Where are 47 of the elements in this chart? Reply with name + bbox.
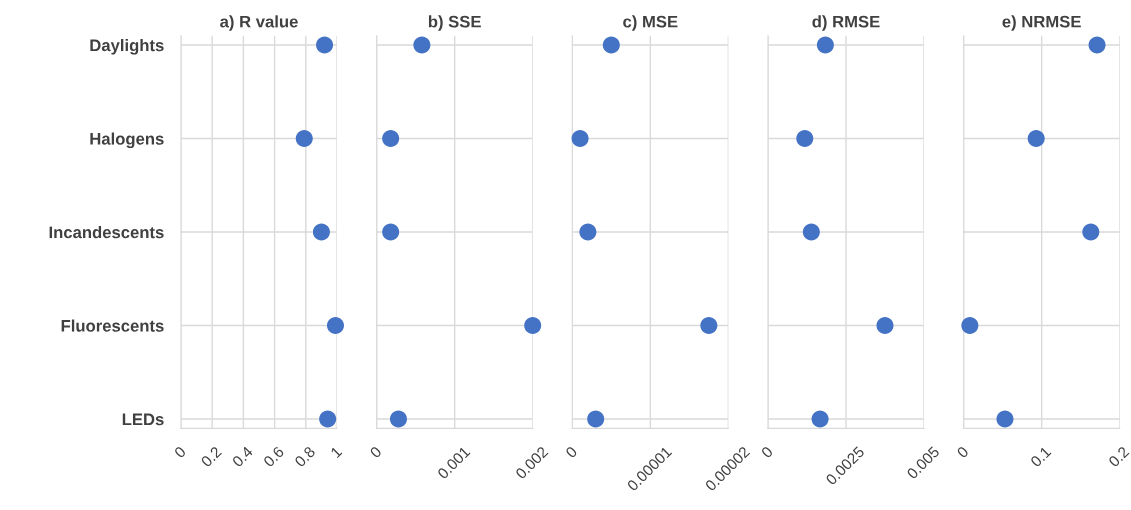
point bbox=[382, 130, 400, 148]
point bbox=[587, 410, 605, 428]
x-tick-label: 0.2 bbox=[1107, 445, 1130, 468]
point bbox=[802, 223, 820, 241]
point bbox=[389, 410, 407, 428]
point bbox=[326, 317, 344, 335]
point bbox=[312, 223, 330, 241]
y-tick-label: Fluorescents bbox=[61, 319, 164, 332]
point bbox=[700, 317, 718, 335]
point bbox=[602, 36, 620, 54]
point bbox=[876, 317, 894, 335]
chart-title: b) SSE bbox=[428, 15, 481, 31]
point bbox=[961, 317, 979, 335]
x-tick-label: 0 bbox=[956, 445, 970, 459]
y-tick-label: LEDs bbox=[122, 413, 164, 426]
chart-title: c) MSE bbox=[623, 15, 678, 31]
point bbox=[996, 410, 1014, 428]
x-tick-label: 0.4 bbox=[231, 445, 254, 468]
chart-title: d) RMSE bbox=[812, 15, 880, 31]
point bbox=[316, 36, 334, 54]
point bbox=[1082, 223, 1100, 241]
x-tick-label: 0 bbox=[369, 445, 383, 459]
point bbox=[382, 223, 400, 241]
x-tick-label: 0.6 bbox=[262, 445, 285, 468]
x-tick-label: 0.8 bbox=[293, 445, 316, 468]
point bbox=[1088, 36, 1106, 54]
point bbox=[319, 410, 337, 428]
chart-title: a) R value bbox=[220, 15, 298, 31]
x-tick-label: 0.2 bbox=[200, 445, 223, 468]
x-tick-label: 0 bbox=[564, 445, 578, 459]
point bbox=[413, 36, 431, 54]
point bbox=[1027, 130, 1045, 148]
y-tick-label: Incandescents bbox=[49, 226, 164, 239]
x-tick-label: 0 bbox=[173, 445, 187, 459]
point bbox=[579, 223, 597, 241]
y-tick-label: Daylights bbox=[90, 39, 164, 55]
point bbox=[571, 130, 589, 148]
x-tick-label: 0.1 bbox=[1029, 445, 1052, 468]
x-tick-label: 1 bbox=[330, 445, 343, 459]
point bbox=[811, 410, 829, 428]
chart-title: e) NRMSE bbox=[1002, 15, 1081, 31]
point bbox=[524, 317, 542, 335]
point bbox=[796, 130, 814, 148]
x-tick-label: 0 bbox=[760, 445, 774, 459]
y-tick-label: Halogens bbox=[90, 132, 164, 149]
point bbox=[295, 130, 313, 148]
point bbox=[816, 36, 834, 54]
